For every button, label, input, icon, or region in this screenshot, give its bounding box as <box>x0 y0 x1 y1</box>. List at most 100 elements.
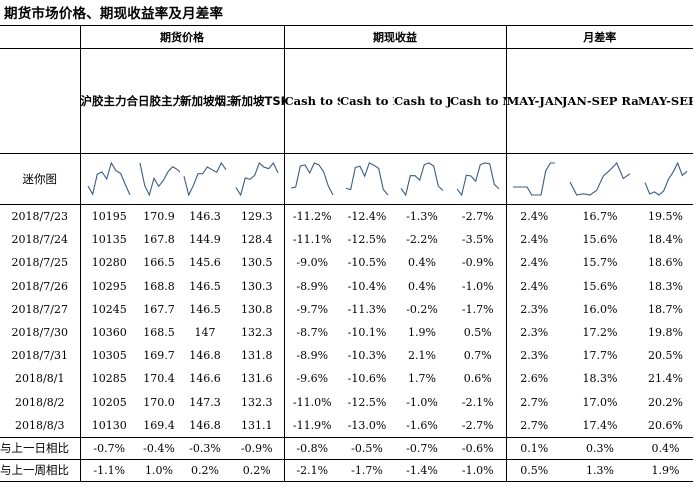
value-cell: 132.3 <box>241 395 273 409</box>
sparkline-line <box>235 161 279 197</box>
value-cell: 10195 <box>79 204 138 229</box>
value-cell: 18.4% <box>648 233 683 247</box>
value-cell: 169.7 <box>143 349 175 363</box>
table-row: 2018/8/3 10130 169.4 146.8 131.1 -11.9% -13.0%… <box>0 413 693 438</box>
value-cell: 146.5 <box>189 302 221 316</box>
sparkline-line <box>139 162 180 197</box>
value-cell: 10130 <box>79 413 138 438</box>
value-cell: -9.6% <box>283 367 340 391</box>
value-cell: -1.6% <box>406 418 438 432</box>
value-cell: 1.9% <box>638 458 694 482</box>
value-cell: 144.9 <box>189 233 221 247</box>
value-cell: -8.9% <box>283 274 340 298</box>
sparkline-row: 迷你图 <box>0 153 694 205</box>
value-cell: 146.3 <box>189 210 221 224</box>
value-cell: -0.7% <box>394 436 450 460</box>
sparkline-cell <box>283 153 340 205</box>
value-cell: 10295 <box>79 274 138 298</box>
date-cell: 2018/7/30 <box>11 326 68 340</box>
value-cell: 130.5 <box>241 256 273 270</box>
value-cell: 128.4 <box>241 233 273 247</box>
value-cell: 131.1 <box>241 418 273 432</box>
sparkline-line <box>291 162 334 196</box>
value-cell: 10305 <box>79 344 138 368</box>
value-cell: 19.5% <box>648 210 683 224</box>
col-header: 新加坡TSR20(美分/公斤) <box>230 93 284 108</box>
comparison-row: 与上一日相比 -0.7% -0.4% -0.3% -0.9% -0.8% -0.5% -0.7… <box>0 436 694 460</box>
value-cell: 2.4% <box>505 228 562 252</box>
comparison-label: 与上一周相比 <box>0 458 80 482</box>
value-cell: 17.0% <box>582 395 618 409</box>
value-cell: -11.1% <box>283 228 340 252</box>
value-cell: -11.0% <box>283 390 340 414</box>
value-cell: 17.4% <box>582 418 618 432</box>
value-cell: -1.0% <box>450 458 506 482</box>
value-cell: 2.6% <box>505 367 562 391</box>
col-header: Cash to Nov <box>340 93 394 108</box>
sparkline-cell <box>138 153 180 205</box>
value-cell: 0.5% <box>463 326 492 340</box>
value-cell: -11.2% <box>283 204 340 229</box>
value-cell: 19.8% <box>648 326 683 340</box>
sparkline-cell <box>340 153 394 205</box>
value-cell: 15.6% <box>582 233 618 247</box>
value-cell: 132.3 <box>241 326 273 340</box>
col-header: MAY-JAN Ratio <box>505 48 562 154</box>
value-cell: -9.7% <box>283 297 340 321</box>
value-cell: 0.2% <box>230 458 284 482</box>
date-cell: 2018/7/25 <box>11 256 68 270</box>
sparkline-chart <box>400 162 444 197</box>
value-cell: 1.3% <box>562 458 638 482</box>
col-header: MAY-SEP Ratio <box>638 93 694 108</box>
market-table: 期货价格 期现收益 月差率 沪胶主力合约结算价（元/吨） 日胶主力合约(日元/公… <box>0 25 694 482</box>
sparkline-chart <box>456 162 500 197</box>
value-cell: -1.3% <box>406 210 438 224</box>
value-cell: -11.3% <box>347 302 387 316</box>
sparkline-chart <box>345 162 389 196</box>
value-cell: 16.7% <box>582 210 618 224</box>
value-cell: -1.0% <box>461 279 494 293</box>
value-cell: -0.3% <box>180 436 230 460</box>
sparkline-line <box>345 162 389 196</box>
sparkline-chart <box>644 161 687 196</box>
value-cell: 146.5 <box>189 279 221 293</box>
value-cell: -10.4% <box>347 279 387 293</box>
value-cell: -0.8% <box>283 436 340 460</box>
col-header: Cash to May <box>450 93 506 108</box>
value-cell: 18.6% <box>648 256 683 270</box>
value-cell: -9.0% <box>283 251 340 275</box>
col-header: Cash to Sep <box>283 48 340 154</box>
table-row: 2018/7/23 10195 170.9 146.3 129.3 -11.2% -12.4… <box>0 204 693 229</box>
value-cell: 0.4% <box>638 436 694 460</box>
col-header: Cash to Jan <box>394 93 450 108</box>
header-blank <box>0 25 80 49</box>
value-cell: -1.0% <box>406 395 438 409</box>
col-header: 新加坡烟三(美分/公斤) <box>180 93 230 108</box>
value-cell: -1.4% <box>394 458 450 482</box>
sparkline-chart <box>235 161 279 197</box>
value-cell: 167.7 <box>143 302 175 316</box>
value-cell: 129.3 <box>241 210 273 224</box>
value-cell: -11.9% <box>283 413 340 438</box>
value-cell: 1.7% <box>408 372 436 386</box>
value-cell: 2.4% <box>505 251 562 275</box>
value-cell: 146.8 <box>189 418 221 432</box>
table-row: 2018/7/31 10305 169.7 146.8 131.8 -8.9% -10.3%… <box>0 344 693 368</box>
value-cell: -10.6% <box>347 372 387 386</box>
value-cell: 15.7% <box>582 256 618 270</box>
value-cell: -10.1% <box>347 326 387 340</box>
sparkline-chart <box>569 162 631 196</box>
value-cell: 169.4 <box>143 418 175 432</box>
table-row: 2018/7/24 10135 167.8 144.9 128.4 -11.1% -12.5… <box>0 228 693 252</box>
sparkline-cell <box>450 153 506 205</box>
value-cell: 0.6% <box>463 372 492 386</box>
value-cell: -0.4% <box>138 436 180 460</box>
value-cell: -0.7% <box>79 436 138 460</box>
value-cell: 2.3% <box>505 344 562 368</box>
value-cell: 0.4% <box>408 279 436 293</box>
sparkline-line <box>456 162 500 197</box>
header-blank <box>0 49 80 154</box>
value-cell: 1.0% <box>138 458 180 482</box>
page-title: 期货市场价格、期现收益率及月差率 <box>4 6 224 22</box>
value-cell: 10360 <box>79 320 138 345</box>
